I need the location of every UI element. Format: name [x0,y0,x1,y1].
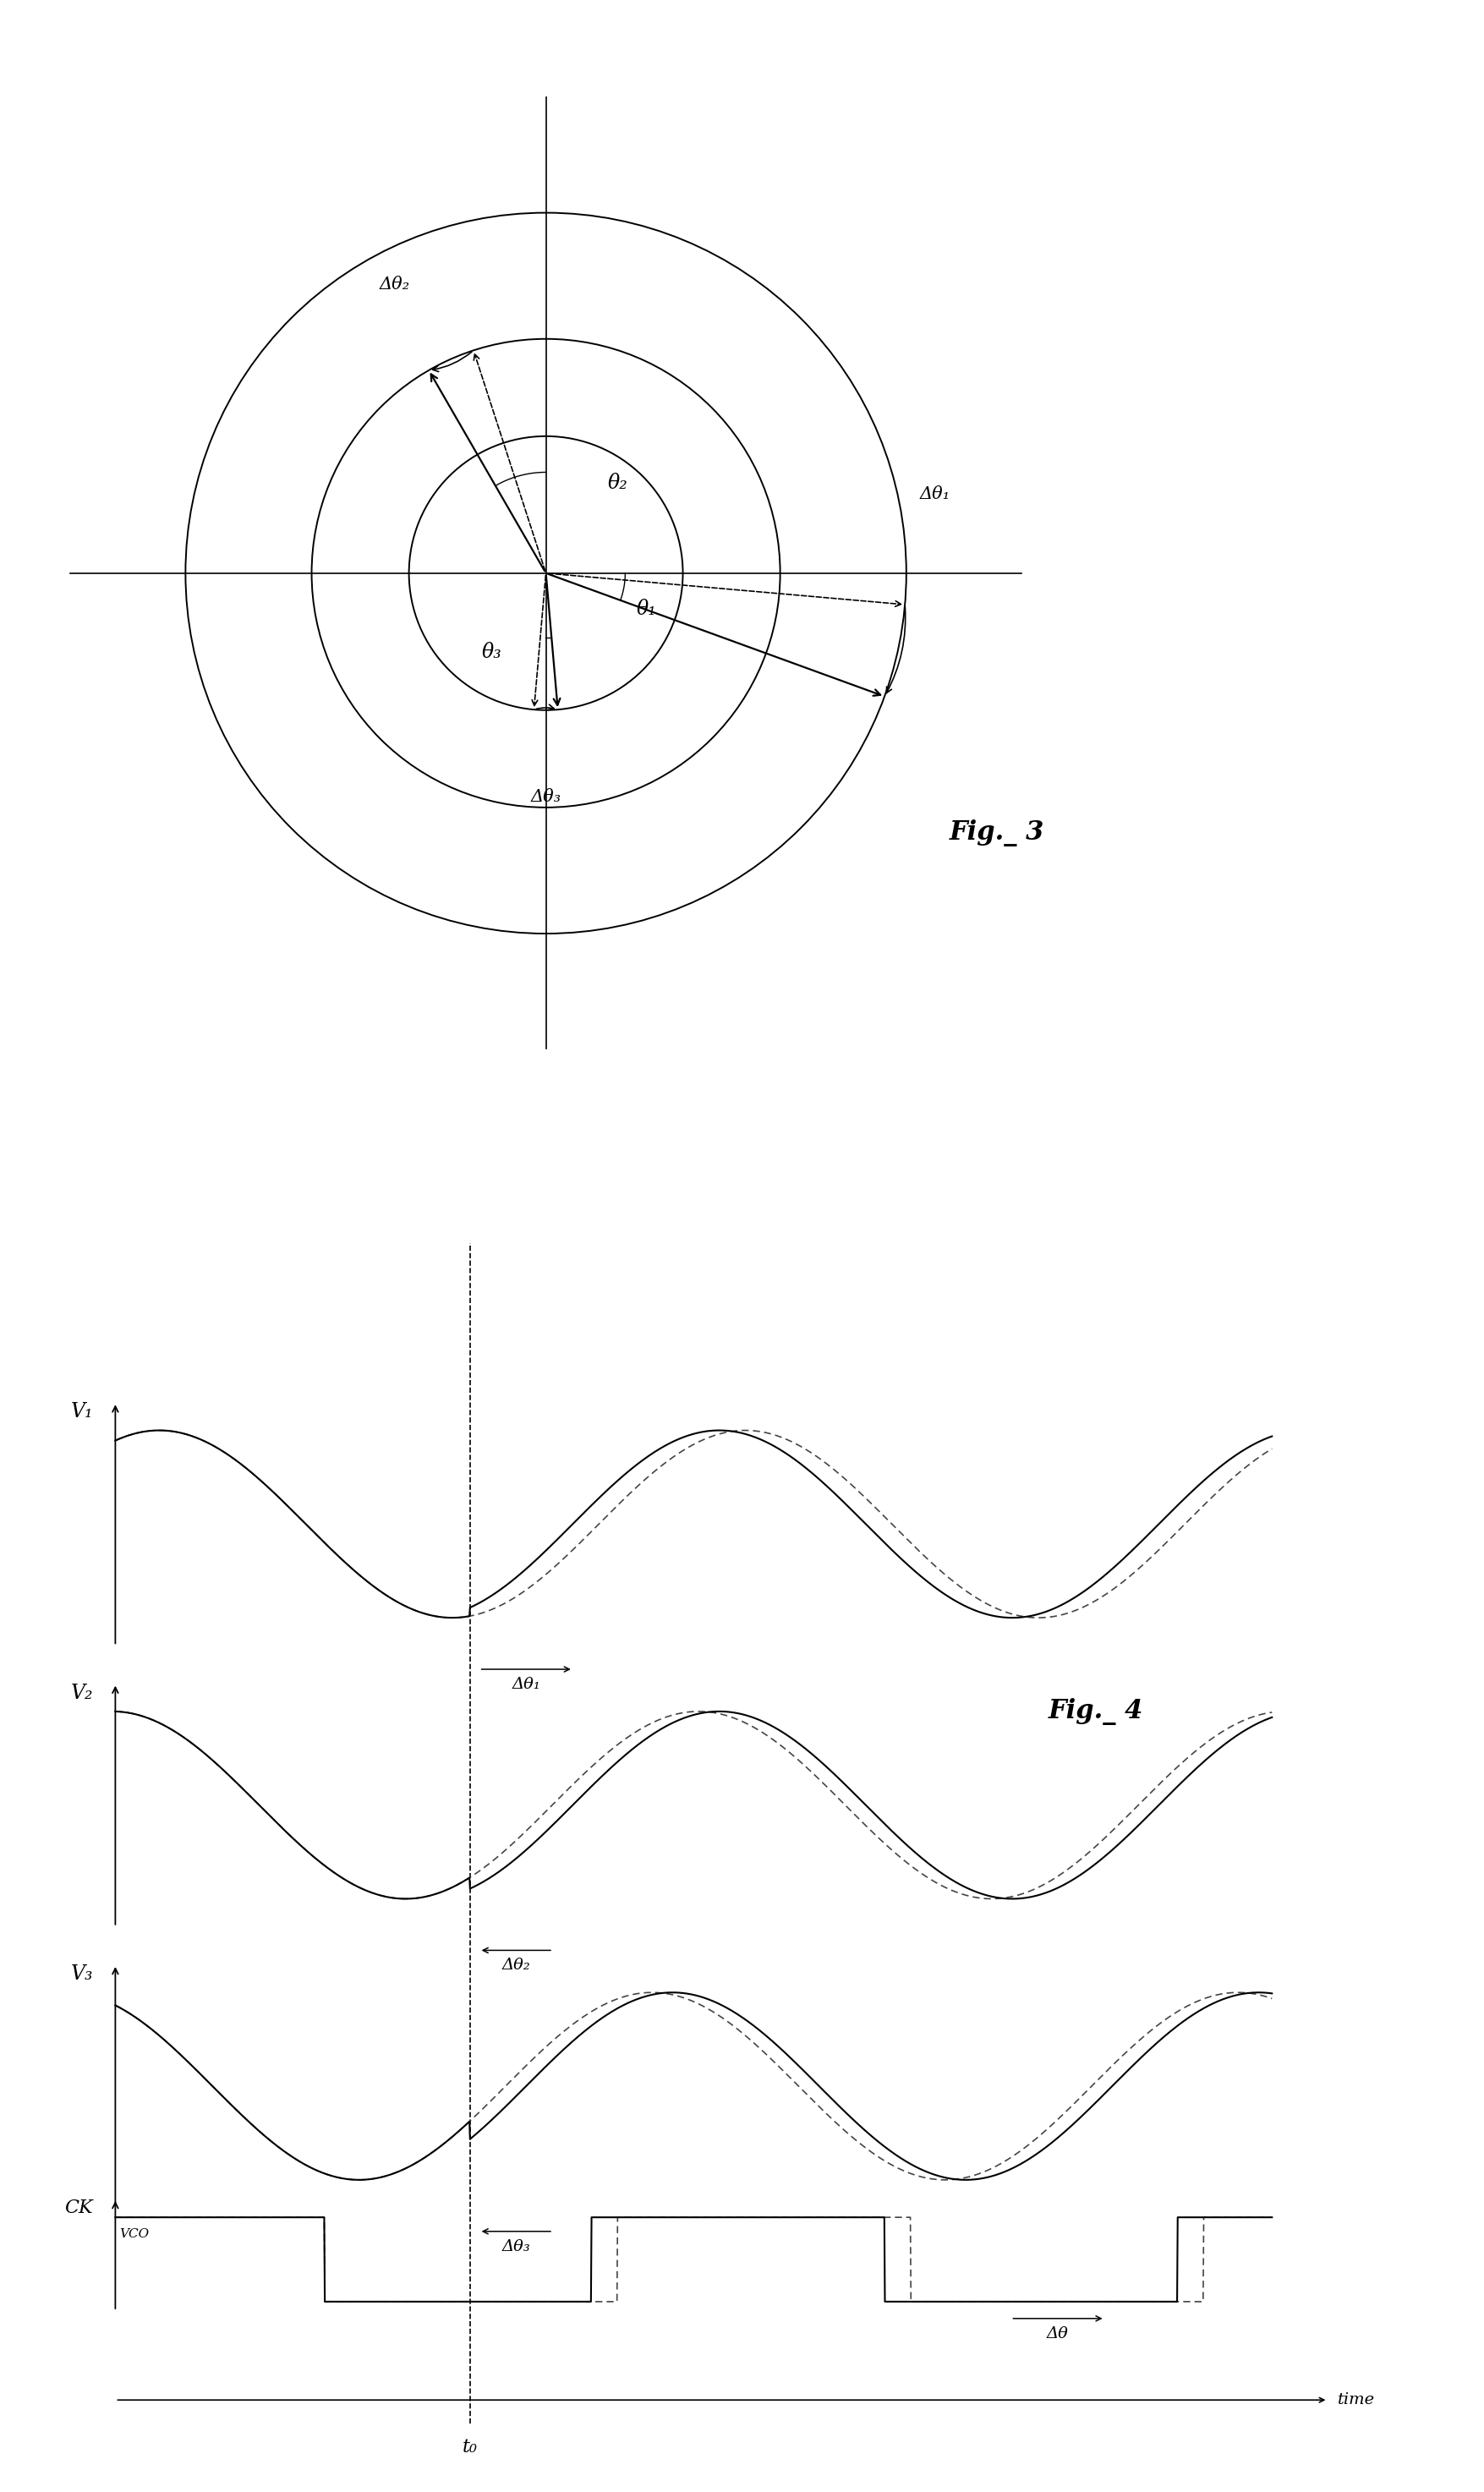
Text: V₁: V₁ [71,1403,93,1423]
Text: CK: CK [64,2198,93,2218]
Text: Δθ: Δθ [1046,2325,1068,2340]
Text: Δθ₁: Δθ₁ [512,1677,540,1692]
Text: Fig._ 4: Fig._ 4 [1048,1697,1143,1724]
Text: VCO: VCO [119,2228,148,2240]
Text: θ₃: θ₃ [482,643,502,663]
Text: Δθ₃: Δθ₃ [531,787,561,805]
Text: t₀: t₀ [462,2437,478,2457]
Text: V₃: V₃ [71,1964,93,1984]
Text: Fig._ 3: Fig._ 3 [950,820,1045,847]
Text: Δθ₁: Δθ₁ [920,486,950,501]
Text: θ₁: θ₁ [637,601,657,618]
Text: Δθ₃: Δθ₃ [502,2238,530,2255]
Text: time: time [1337,2392,1374,2407]
Text: V₂: V₂ [71,1682,93,1702]
Text: Δθ₂: Δθ₂ [502,1959,530,1974]
Text: Δθ₂: Δθ₂ [380,277,410,294]
Text: θ₂: θ₂ [608,473,628,493]
